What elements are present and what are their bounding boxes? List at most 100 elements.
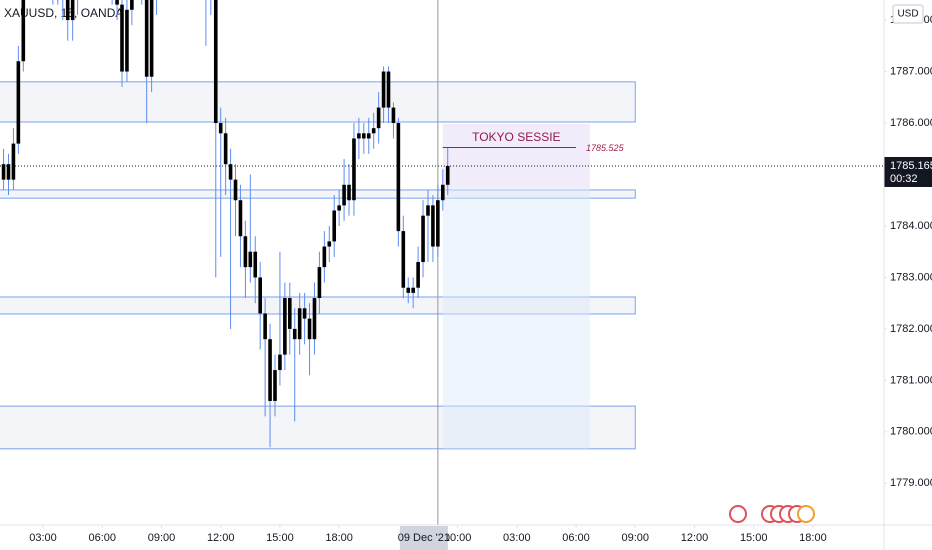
candle-body: [426, 205, 430, 216]
session-box: [442, 124, 590, 188]
event-flags: [729, 505, 815, 523]
x-tick-label: 00:00: [444, 532, 472, 544]
candle-body: [416, 261, 420, 288]
currency-label: USD: [897, 9, 918, 20]
x-tick-label: 06:00: [562, 532, 590, 544]
candle-body: [302, 308, 307, 319]
candle-body: [243, 236, 248, 268]
zone: [0, 296, 636, 315]
candle-body: [332, 210, 337, 242]
last-price-value: 1785.165: [890, 160, 932, 172]
candle-body: [213, 0, 218, 124]
y-tick-label: 1780.000: [890, 426, 932, 438]
candle-body: [317, 267, 322, 299]
y-tick-label: 1787.000: [890, 65, 932, 77]
x-tick-label: 15:00: [740, 532, 768, 544]
event-flag[interactable]: [797, 505, 815, 523]
candle-body: [258, 277, 262, 314]
candle-body: [431, 205, 435, 247]
session-label: TOKYO SESSIE: [472, 130, 560, 144]
x-tick-label: 03:00: [503, 532, 531, 544]
candle-body: [322, 246, 327, 268]
crosshair-label: 09 Dec '21: [398, 532, 450, 544]
last-price-tag: [884, 156, 932, 187]
candle-body: [287, 298, 292, 329]
candle-body: [233, 179, 238, 201]
candle-body: [120, 4, 124, 72]
candle-body: [238, 200, 243, 237]
candle-body: [223, 133, 228, 165]
candle-body: [263, 313, 267, 340]
candle-body: [273, 370, 277, 401]
zone: [0, 189, 636, 199]
x-tick-label: 03:00: [29, 532, 57, 544]
candle-body: [11, 143, 16, 180]
crosshair-tag: [399, 526, 448, 550]
candle-body: [115, 0, 119, 5]
candle-body: [70, 0, 75, 21]
candle-body: [16, 61, 21, 144]
candle-body: [337, 205, 341, 211]
candle-body: [268, 339, 272, 401]
candle-body: [278, 354, 282, 371]
candle-body: [440, 184, 445, 201]
candle-body: [376, 107, 381, 129]
candle-body: [386, 71, 391, 108]
candle-body: [1, 164, 6, 180]
x-tick-label: 12:00: [207, 532, 235, 544]
countdown: 00:32: [890, 173, 918, 185]
candle-body: [6, 164, 11, 180]
overlay: 1785.525 1779.000 1780.000 1781.000 1782.000…: [0, 4, 932, 550]
candle-body: [149, 0, 154, 77]
y-tick-label: 1783.000: [890, 271, 932, 283]
zones: TOKYO SESSIE: [0, 81, 636, 450]
candle-body: [144, 0, 149, 77]
candle-body: [248, 251, 253, 268]
candle-body: [366, 133, 371, 139]
candle-body: [342, 184, 346, 206]
y-tick-label: 1784.000: [890, 220, 932, 232]
candle-body: [371, 128, 376, 134]
zone: [0, 81, 636, 123]
candle-body: [125, 9, 129, 72]
event-flag[interactable]: [729, 505, 747, 523]
candle-body: [436, 200, 440, 247]
candle-body: [352, 138, 356, 201]
candle-body: [21, 0, 26, 62]
symbol-title: XAUUSD, 15, OANDA: [4, 6, 123, 20]
candle-body: [253, 251, 258, 278]
session-range: [442, 187, 590, 449]
candle-body: [411, 287, 415, 293]
y-tick-label: 1786.000: [890, 117, 932, 129]
candles: [1, 0, 450, 525]
price-line-label: 1785.525: [586, 143, 625, 153]
zone: [0, 405, 636, 450]
candle-body: [130, 0, 134, 10]
candle-body: [65, 0, 70, 21]
x-tick-label: 18:00: [325, 532, 353, 544]
y-tick-label: 1781.000: [890, 374, 932, 386]
candle-body: [445, 165, 450, 185]
x-tick-label: 06:00: [88, 532, 116, 544]
candle-body: [347, 184, 351, 201]
x-tick-label: 12:00: [681, 532, 709, 544]
candle-body: [228, 164, 233, 180]
candle-body: [391, 107, 396, 124]
candle-body: [401, 231, 406, 288]
x-tick-label: 09:00: [621, 532, 649, 544]
candle-body: [312, 298, 317, 340]
y-tick-label: 1782.000: [890, 323, 932, 335]
candle-body: [381, 71, 386, 108]
candle-body: [327, 241, 332, 247]
candle-body: [307, 318, 312, 340]
x-tick-label: 18:00: [799, 532, 827, 544]
candle-body: [357, 133, 361, 139]
y-tick-label: 1779.000: [890, 477, 932, 489]
candle-body: [218, 123, 223, 134]
x-tick-label: 15:00: [266, 532, 294, 544]
candle-body: [283, 298, 287, 355]
currency-box: [892, 4, 924, 24]
candle-body: [362, 133, 366, 139]
candle-body: [396, 123, 401, 232]
